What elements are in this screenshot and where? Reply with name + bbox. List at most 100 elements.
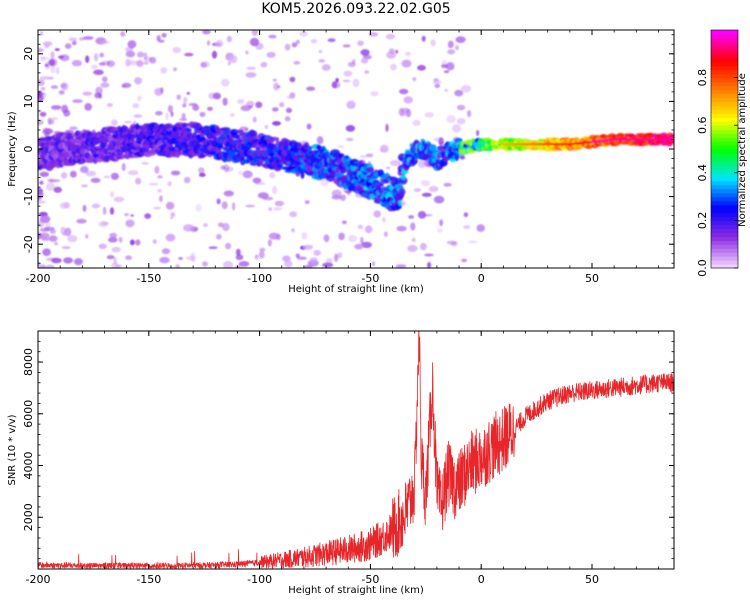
spectrogram-noise-blob <box>395 264 407 268</box>
spectrogram-noise-blob <box>456 104 466 111</box>
colorbar-band <box>711 109 738 114</box>
x-tick-label: 50 <box>585 272 599 285</box>
spectrogram-noise-blob <box>175 264 181 268</box>
x-tick-label: -50 <box>361 573 379 586</box>
spectrogram-noise-blob <box>245 72 257 78</box>
spectrogram-noise-blob <box>67 235 78 243</box>
spectrogram-noise-blob <box>54 242 58 246</box>
spectrogram-ridge-blob <box>147 150 157 156</box>
spectrogram-noise-blob <box>64 43 72 49</box>
spectrogram-noise-blob <box>388 48 395 54</box>
spectrogram-noise-blob <box>237 99 245 104</box>
spectrogram-noise-blob <box>81 184 89 188</box>
spectrogram-noise-blob <box>412 119 421 126</box>
spectrogram-ridge-blob <box>398 188 406 196</box>
colorbar-band <box>711 244 738 249</box>
spectrogram-noise-blob <box>38 196 42 201</box>
spectrogram-noise-blob <box>226 35 232 43</box>
spectrogram-noise-blob <box>48 76 54 80</box>
spectrogram-noise-blob <box>69 126 78 130</box>
spectrogram-noise-blob <box>158 39 165 43</box>
spectrogram-noise-blob <box>327 38 336 43</box>
spectrogram-noise-blob <box>110 172 119 180</box>
spectrogram-noise-blob <box>120 31 126 37</box>
spectrogram-noise-blob <box>58 55 64 59</box>
spectrogram-noise-blob <box>159 195 163 202</box>
chart-title: KOM5.2026.093.22.02.G05 <box>261 1 451 17</box>
colorbar-band <box>711 192 738 198</box>
spectrogram-ridge-blob <box>350 164 356 172</box>
spectrogram-noise-blob <box>109 232 118 238</box>
snr-panel: -200 -150 -100 -50 0 50 2000 4000 6000 8000 Heig… <box>7 330 675 596</box>
spectrogram-noise-blob <box>304 200 310 205</box>
spectrogram-noise-blob <box>68 37 78 42</box>
colorbar-band <box>711 200 738 206</box>
spectrogram-noise-blob <box>452 124 462 133</box>
spectrogram-noise-blob <box>249 37 260 47</box>
colorbar-band <box>711 216 738 221</box>
spectrogram-noise-blob <box>124 120 132 124</box>
spectrogram-noise-blob <box>401 112 407 117</box>
spectrogram-noise-blob <box>412 77 417 82</box>
spectrogram-noise-blob <box>446 114 456 123</box>
spectrogram-ridge-blob <box>344 155 350 159</box>
spectrogram-noise-blob <box>48 235 58 242</box>
snr-y-axis-label: SNR (10 * v/v) <box>7 414 18 485</box>
spectrogram-noise-blob <box>82 204 87 212</box>
spectrogram-noise-blob <box>39 111 47 117</box>
spectrogram-noise-blob <box>100 82 110 88</box>
spectrogram-noise-blob <box>90 177 101 183</box>
spectrogram-noise-blob <box>154 87 164 96</box>
colorbar: 0.0 0.2 0.4 0.6 0.8 Normalized spectral ampl… <box>696 29 748 277</box>
spectrogram-noise-blob <box>284 260 293 268</box>
spectrogram-ridge-blob <box>200 154 207 158</box>
colorbar-band <box>711 248 738 253</box>
spectrogram-noise-blob <box>439 219 443 227</box>
spectrogram-ridge-blob <box>398 200 403 207</box>
spectrogram-noise-blob <box>252 116 257 123</box>
spectrogram-noise-blob <box>262 196 274 201</box>
spectrogram-noise-blob <box>59 202 69 209</box>
spectrogram-noise-blob <box>289 76 296 83</box>
spectrogram-noise-blob <box>322 262 334 268</box>
colorbar-band <box>711 164 738 170</box>
spectrogram-noise-blob <box>282 255 291 262</box>
spectrogram-noise-blob <box>365 225 373 234</box>
spectrogram-noise-blob <box>319 178 329 187</box>
spectrogram-noise-blob <box>255 101 263 109</box>
spectrogram-ridge-blob <box>399 183 403 190</box>
spectrogram-noise-blob <box>195 203 202 212</box>
spectrogram-noise-blob <box>98 62 106 66</box>
spectrogram-noise-blob <box>186 91 190 95</box>
spectrogram-noise-blob <box>467 240 478 244</box>
spectrogram-noise-blob <box>421 35 426 42</box>
spectrogram-noise-blob <box>456 117 466 125</box>
spectrogram-noise-blob <box>137 95 142 101</box>
snr-frame <box>37 330 675 570</box>
spectrogram-noise-blob <box>182 103 187 108</box>
spectrogram-noise-blob <box>266 51 276 58</box>
spectrogram-ridge-blob <box>449 157 457 163</box>
spectrogram-noise-blob <box>106 255 115 260</box>
spectrogram-ridge-blob <box>196 136 207 142</box>
spectrogram-noise-blob <box>202 30 211 35</box>
spectrogram-noise-blob <box>152 239 157 245</box>
spectrogram-noise-blob <box>347 61 356 68</box>
spectrogram-noise-blob <box>40 87 46 91</box>
spectrogram-noise-blob <box>323 234 330 243</box>
spectrogram-noise-blob <box>357 224 364 230</box>
x-tick-label: 0 <box>478 272 485 285</box>
spectrogram-noise-blob <box>299 30 309 37</box>
spectrogram-noise-blob <box>386 51 396 59</box>
spectrogram-noise-blob <box>434 83 441 89</box>
spectrogram-noise-blob <box>85 170 97 177</box>
spectrogram-noise-blob <box>404 51 411 56</box>
spectrogram-noise-blob <box>91 203 101 209</box>
spectrogram-ridge-blob <box>104 155 110 163</box>
spectrogram-noise-blob <box>252 177 262 184</box>
spectrogram-noise-blob <box>273 207 282 211</box>
spectrogram-noise-blob <box>221 201 228 210</box>
spectrogram-noise-blob <box>58 90 65 95</box>
colorbar-band <box>711 252 738 257</box>
colorbar-band <box>711 220 738 225</box>
